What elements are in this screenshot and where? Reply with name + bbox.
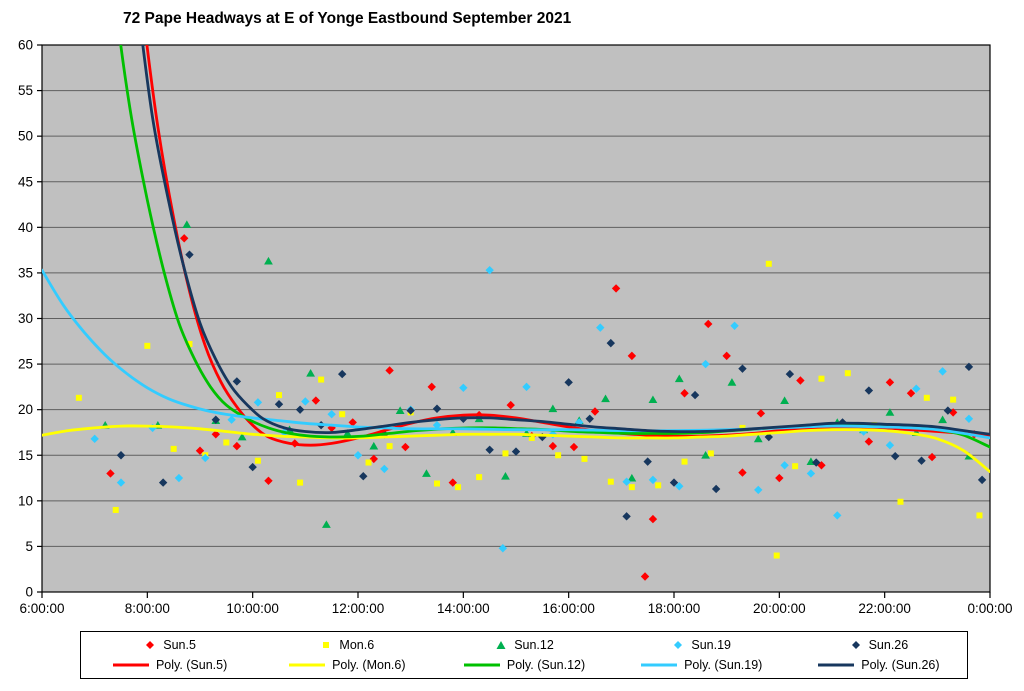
legend-label: Poly. (Sun.26) bbox=[861, 658, 940, 672]
legend-entry-Sun.26: Sun.26 bbox=[790, 638, 967, 652]
legend-label: Mon.6 bbox=[339, 638, 375, 652]
chart-legend: Sun.5 Mon.6 Sun.12 Sun.19 Sun.26 Poly. (Sun.… bbox=[80, 631, 968, 679]
series-Sun.26 bbox=[116, 250, 987, 521]
y-tick-label: 45 bbox=[18, 174, 33, 189]
y-tick-label: 30 bbox=[18, 311, 33, 326]
diamond-marker-icon bbox=[851, 641, 860, 649]
y-axis: 0 5 10 15 20 25 30 35 40 45 50 55 60 bbox=[18, 38, 42, 600]
legend-label: Sun.26 bbox=[868, 638, 909, 652]
trend-line-icon bbox=[641, 663, 678, 667]
y-tick-label: 35 bbox=[18, 265, 33, 280]
series-Sun.5 bbox=[106, 234, 979, 581]
x-tick-label: 20:00:00 bbox=[753, 601, 806, 616]
legend-entry-Poly.-Sun.19-: Poly. (Sun.19) bbox=[613, 658, 790, 672]
x-tick-label: 10:00:00 bbox=[226, 601, 279, 616]
legend-label: Poly. (Mon.6) bbox=[332, 658, 406, 672]
series-Sun.19 bbox=[90, 265, 974, 553]
x-tick-label: 22:00:00 bbox=[858, 601, 911, 616]
y-tick-label: 10 bbox=[18, 493, 33, 508]
y-tick-label: 60 bbox=[18, 38, 33, 53]
legend-label: Poly. (Sun.19) bbox=[684, 658, 763, 672]
x-tick-label: 12:00:00 bbox=[332, 601, 385, 616]
legend-label: Sun.12 bbox=[514, 638, 554, 652]
legend-entry-Sun.19: Sun.19 bbox=[613, 638, 790, 652]
legend-entry-Poly.-Sun.12-: Poly. (Sun.12) bbox=[435, 658, 612, 672]
legend-row-markers: Sun.5 Mon.6 Sun.12 Sun.19 Sun.26 bbox=[81, 638, 967, 652]
y-tick-label: 40 bbox=[18, 220, 33, 235]
x-axis: 6:00:00 8:00:00 10:00:00 12:00:00 14:00:00 16… bbox=[19, 592, 1013, 616]
legend-entry-Mon.6: Mon.6 bbox=[258, 638, 435, 652]
legend-label: Sun.19 bbox=[691, 638, 732, 652]
trend-line-icon bbox=[463, 663, 500, 667]
legend-label: Sun.5 bbox=[163, 638, 196, 652]
y-tick-label: 20 bbox=[18, 402, 33, 417]
legend-entry-Sun.5: Sun.5 bbox=[81, 638, 258, 652]
square-marker-icon bbox=[323, 642, 330, 648]
legend-label: Poly. (Sun.12) bbox=[506, 658, 586, 672]
chart-title: 72 Pape Headways at E of Yonge Eastbound… bbox=[123, 10, 572, 27]
trend-line-Poly. (Mon.6) bbox=[42, 424, 990, 474]
legend-entry-Poly.-Sun.5-: Poly. (Sun.5) bbox=[81, 658, 258, 672]
x-tick-label: 14:00:00 bbox=[437, 601, 490, 616]
y-tick-label: 55 bbox=[18, 83, 33, 98]
trend-line-Poly. (Sun.26) bbox=[141, 45, 990, 436]
diamond-marker-icon bbox=[146, 641, 155, 649]
legend-label: Poly. (Sun.5) bbox=[155, 658, 228, 672]
x-tick-label: 0:00:00 bbox=[967, 601, 1012, 616]
triangle-marker-icon bbox=[496, 641, 506, 649]
y-tick-label: 50 bbox=[18, 129, 33, 144]
trend-line-icon bbox=[289, 663, 326, 667]
trend-line-icon bbox=[818, 663, 855, 667]
x-tick-label: 6:00:00 bbox=[19, 601, 64, 616]
trend-line-icon bbox=[112, 663, 149, 667]
diamond-marker-icon bbox=[674, 641, 683, 649]
x-tick-label: 16:00:00 bbox=[542, 601, 595, 616]
series-Mon.6 bbox=[75, 260, 983, 559]
y-tick-label: 25 bbox=[18, 357, 33, 372]
legend-entry-Poly.-Mon.6-: Poly. (Mon.6) bbox=[258, 658, 435, 672]
x-tick-label: 18:00:00 bbox=[648, 601, 701, 616]
legend-entry-Poly.-Sun.26-: Poly. (Sun.26) bbox=[790, 658, 967, 672]
y-tick-label: 0 bbox=[25, 585, 33, 600]
x-tick-label: 8:00:00 bbox=[125, 601, 170, 616]
legend-row-lines: Poly. (Sun.5) Poly. (Mon.6) Poly. (Sun.12)… bbox=[81, 658, 967, 672]
y-tick-label: 5 bbox=[25, 539, 33, 554]
y-tick-label: 15 bbox=[18, 448, 33, 463]
legend-entry-Sun.12: Sun.12 bbox=[435, 638, 612, 652]
chart-svg: 0 5 10 15 20 25 30 35 40 45 50 55 60 6:00:00 8:00:00 10… bbox=[18, 38, 1013, 617]
